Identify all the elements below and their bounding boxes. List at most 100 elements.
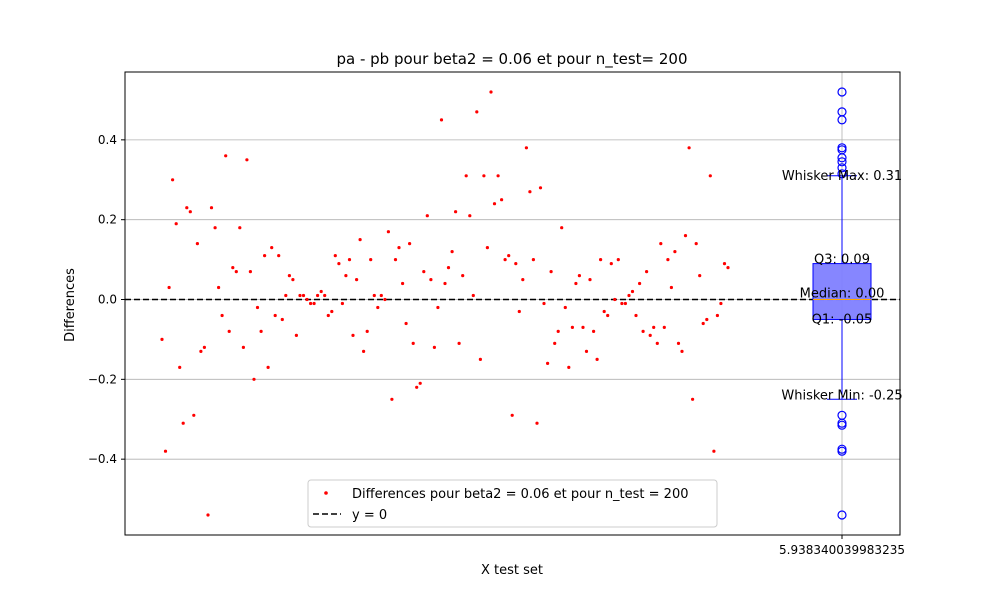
- scatter-point: [358, 238, 362, 242]
- outlier-point: [837, 87, 847, 97]
- scatter-point: [669, 285, 674, 290]
- scatter-point: [231, 266, 235, 270]
- scatter-point: [287, 274, 291, 278]
- scatter-point: [270, 246, 274, 250]
- scatter-point: [188, 210, 192, 214]
- scatter-points: [160, 90, 730, 517]
- scatter-point: [630, 289, 635, 294]
- outlier-point: [837, 446, 847, 456]
- scatter-point: [471, 293, 475, 298]
- scatter-point: [708, 174, 712, 178]
- scatter-point: [355, 278, 359, 282]
- scatter-point: [248, 270, 252, 274]
- scatter-point: [206, 513, 210, 517]
- scatter-point: [273, 313, 277, 318]
- scatter-point: [418, 381, 422, 385]
- scatter-point: [662, 325, 666, 329]
- scatter-point: [305, 297, 309, 302]
- scatter-point: [715, 313, 720, 318]
- y-tick-label: 0.0: [98, 293, 117, 307]
- scatter-point: [652, 325, 656, 329]
- scatter-point: [185, 206, 189, 210]
- scatter-point: [556, 329, 560, 333]
- scatter-point: [330, 309, 334, 314]
- scatter-point: [673, 250, 677, 254]
- scatter-point: [436, 305, 440, 310]
- scatter-point: [468, 214, 472, 218]
- boxplot-labels: Whisker Max: 0.31 Q3: 0.09 Median: 0.00 Q1:…: [781, 169, 902, 403]
- scatter-point: [259, 329, 263, 333]
- scatter-point: [178, 365, 182, 369]
- legend: Differences pour beta2 = 0.06 et pour n_…: [307, 479, 718, 528]
- scatter-point: [347, 258, 352, 262]
- scatter-point: [475, 110, 479, 114]
- scatter-point: [202, 345, 206, 349]
- scatter-point: [439, 118, 444, 122]
- scatter-point: [379, 293, 383, 298]
- scatter-point: [659, 242, 663, 246]
- scatter-point: [641, 329, 645, 333]
- scatter-point: [372, 293, 376, 298]
- scatter-point: [666, 258, 670, 262]
- scatter-point: [503, 258, 507, 262]
- scatter-point: [719, 301, 723, 306]
- scatter-point: [298, 293, 302, 298]
- scatter-point: [432, 345, 436, 349]
- scatter-point: [623, 301, 628, 306]
- scatter-point: [655, 341, 659, 345]
- scatter-point: [616, 258, 620, 262]
- scatter-point: [319, 289, 323, 294]
- scatter-point: [309, 301, 313, 306]
- scatter-point: [160, 337, 164, 341]
- scatter-point: [507, 254, 511, 258]
- scatter-point: [340, 301, 344, 306]
- scatter-point: [393, 258, 398, 262]
- scatter-point: [496, 174, 500, 178]
- scatter-point: [301, 293, 306, 298]
- x-tick-label: 5.938340039983235: [779, 543, 905, 557]
- scatter-point: [333, 254, 337, 258]
- scatter-point: [234, 270, 238, 274]
- scatter-point: [482, 174, 486, 178]
- scatter-point: [726, 266, 730, 270]
- scatter-point: [581, 325, 585, 329]
- scatter-point: [595, 357, 599, 361]
- scatter-point: [199, 349, 203, 353]
- outlier-point: [837, 153, 847, 163]
- scatter-point: [277, 254, 281, 258]
- scatter-point: [238, 226, 242, 230]
- scatter-point: [369, 258, 373, 262]
- scatter-point: [584, 349, 589, 353]
- scatter-point: [683, 234, 688, 238]
- scatter-point: [390, 397, 394, 401]
- scatter-point: [280, 317, 284, 322]
- scatter-point: [627, 293, 631, 298]
- scatter-point: [323, 293, 327, 298]
- scatter-point: [365, 329, 369, 333]
- scatter-point: [606, 313, 610, 318]
- y-axis-label: Differences: [63, 268, 78, 342]
- scatter-point: [645, 270, 649, 274]
- scatter-point: [252, 377, 256, 381]
- scatter-point: [171, 178, 175, 182]
- outlier-point: [837, 115, 847, 125]
- scatter-point: [500, 198, 504, 202]
- scatter-point: [694, 242, 698, 246]
- scatter-point: [457, 341, 461, 345]
- scatter-point: [602, 309, 606, 314]
- scatter-point: [676, 341, 681, 345]
- legend-dot-marker: [324, 491, 328, 495]
- scatter-point: [217, 285, 221, 290]
- scatter-point: [383, 297, 387, 302]
- scatter-point: [698, 274, 702, 278]
- scatter-point: [316, 293, 320, 298]
- scatter-point: [620, 301, 624, 306]
- scatter-point: [592, 329, 596, 333]
- scatter-point: [227, 329, 231, 333]
- scatter-point: [546, 361, 550, 365]
- scatter-point: [492, 202, 497, 206]
- scatter-point: [510, 413, 514, 417]
- scatter-point: [291, 278, 295, 282]
- scatter-point: [485, 246, 489, 250]
